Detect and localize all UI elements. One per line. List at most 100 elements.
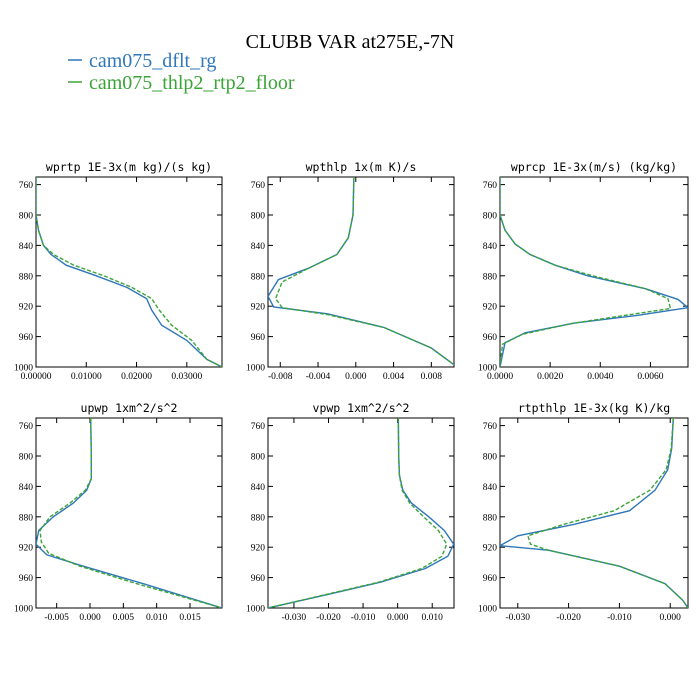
- y-tick-label-5-3: 880: [483, 513, 498, 523]
- y-tick-label-4-1: 800: [251, 453, 266, 463]
- y-tick-label-5-6: 1000: [478, 605, 497, 615]
- x-tick-label-5-2: -0.010: [607, 613, 632, 623]
- plot-frame-1: [267, 176, 455, 368]
- y-tick-label-2-6: 1000: [478, 364, 497, 374]
- y-tick-label-5-0: 760: [483, 422, 498, 432]
- x-tick-label-1-2: 0.000: [345, 372, 367, 382]
- y-tick-label-4-3: 880: [251, 513, 266, 523]
- x-tick-label-4-0: -0.030: [282, 613, 307, 623]
- x-tick-label-2-0: 0.0000: [487, 372, 513, 382]
- y-tick-label-0-5: 960: [19, 333, 34, 343]
- legend: cam075_dflt_rg cam075_thlp2_rtp2_floor: [68, 50, 295, 94]
- x-tick-label-4-2: -0.010: [351, 613, 376, 623]
- y-tick-label-3-2: 840: [19, 483, 34, 493]
- x-tick-label-1-0: -0.008: [268, 372, 293, 382]
- y-tick-label-4-5: 960: [251, 574, 266, 584]
- legend-entry-0: cam075_dflt_rg: [68, 50, 216, 72]
- series-line-5-1: [527, 418, 688, 608]
- plot-frame-5: [499, 417, 689, 609]
- series-line-2-1: [500, 177, 672, 367]
- y-tick-label-1-0: 760: [251, 181, 266, 191]
- y-tick-label-0-0: 760: [19, 181, 34, 191]
- plot-frame-3: [35, 417, 223, 609]
- y-tick-label-2-4: 920: [483, 303, 498, 313]
- y-tick-label-1-2: 840: [251, 242, 266, 252]
- y-tick-label-3-5: 960: [19, 574, 34, 584]
- x-tick-label-2-2: 0.0040: [587, 372, 613, 382]
- x-tick-label-0-1: 0.01000: [71, 372, 102, 382]
- x-tick-label-4-1: -0.020: [316, 613, 341, 623]
- x-tick-label-3-4: 0.015: [179, 613, 201, 623]
- x-tick-label-4-3: 0.000: [387, 613, 409, 623]
- x-tick-label-1-1: -0.004: [306, 372, 331, 382]
- panel-title-2: wprcp 1E-3x(m/s) (kg/kg): [511, 160, 677, 174]
- panel-title-1: wpthlp 1x(m K)/s: [306, 160, 417, 174]
- y-tick-label-1-5: 960: [251, 333, 266, 343]
- y-tick-label-1-3: 880: [251, 272, 266, 282]
- x-tick-label-5-1: -0.020: [556, 613, 581, 623]
- x-tick-label-3-2: 0.005: [113, 613, 135, 623]
- panel-title-4: vpwp 1xm^2/s^2: [313, 401, 410, 415]
- x-tick-label-1-4: 0.008: [421, 372, 443, 382]
- y-tick-label-5-2: 840: [483, 483, 498, 493]
- y-tick-label-4-2: 840: [251, 483, 266, 493]
- x-tick-label-2-1: 0.0020: [537, 372, 563, 382]
- y-tick-label-3-3: 880: [19, 513, 34, 523]
- y-tick-label-0-2: 840: [19, 242, 34, 252]
- legend-entry-1: cam075_thlp2_rtp2_floor: [68, 72, 295, 94]
- y-tick-label-0-6: 1000: [14, 364, 33, 374]
- x-tick-label-0-2: 0.02000: [121, 372, 152, 382]
- x-tick-label-1-3: 0.004: [383, 372, 405, 382]
- x-tick-label-4-4: 0.010: [422, 613, 444, 623]
- series-line-4-1: [268, 418, 448, 608]
- legend-label-0: cam075_dflt_rg: [89, 50, 216, 72]
- y-tick-label-4-6: 1000: [246, 605, 265, 615]
- series-line-0-1: [36, 177, 222, 367]
- plot-frame-4: [267, 417, 455, 609]
- panel-title-5: rtpthlp 1E-3x(kg K)/kg: [518, 401, 670, 415]
- series-line-3-1: [39, 418, 222, 608]
- series-line-2-0: [500, 177, 688, 367]
- y-tick-label-1-4: 920: [251, 303, 266, 313]
- y-tick-label-4-4: 920: [251, 544, 266, 554]
- panel-title-3: upwp 1xm^2/s^2: [81, 401, 178, 415]
- y-tick-label-0-4: 920: [19, 303, 34, 313]
- x-tick-label-0-0: 0.00000: [21, 372, 52, 382]
- y-tick-label-3-1: 800: [19, 453, 34, 463]
- x-tick-label-5-3: 0.000: [660, 613, 682, 623]
- series-line-5-0: [500, 418, 688, 608]
- series-line-4-0: [268, 418, 454, 608]
- panel-1: wpthlp 1x(m K)/s7608008408809209601000-0…: [246, 160, 455, 382]
- panel-3: upwp 1xm^2/s^2 760 800 840 880 920 960 1000 -0.0…: [14, 401, 223, 623]
- y-tick-label-3-0: 760: [19, 422, 34, 432]
- x-tick-label-0-3: 0.03000: [171, 372, 202, 382]
- plot-frame-0: [35, 176, 223, 368]
- x-tick-label-3-1: 0.000: [79, 613, 101, 623]
- y-tick-label-2-0: 760: [483, 181, 498, 191]
- y-tick-label-5-4: 920: [483, 544, 498, 554]
- y-tick-label-2-1: 800: [483, 212, 498, 222]
- y-tick-label-1-1: 800: [251, 212, 266, 222]
- panel-0: wprtp 1E-3x(m kg)/(s kg) 760 800 840 880 920 9…: [14, 160, 223, 382]
- x-tick-label-5-0: -0.030: [506, 613, 531, 623]
- x-tick-label-3-0: -0.005: [44, 613, 69, 623]
- x-tick-label-2-3: 0.0060: [637, 372, 663, 382]
- panel-2: wprcp 1E-3x(m/s) (kg/kg) 760 800 840 880 920 9…: [478, 160, 689, 382]
- panel-title-0: wprtp 1E-3x(m kg)/(s kg): [46, 160, 212, 174]
- y-tick-label-5-5: 960: [483, 574, 498, 584]
- series-line-3-0: [36, 418, 222, 608]
- panel-5: rtpthlp 1E-3x(kg K)/kg 760 800 840 880 920 960…: [478, 401, 689, 623]
- y-tick-label-2-3: 880: [483, 272, 498, 282]
- y-tick-label-0-1: 800: [19, 212, 34, 222]
- y-tick-label-2-2: 840: [483, 242, 498, 252]
- y-tick-label-2-5: 960: [483, 333, 498, 343]
- y-tick-label-4-0: 760: [251, 422, 266, 432]
- plot-frame-2: [499, 176, 689, 368]
- legend-label-1: cam075_thlp2_rtp2_floor: [89, 72, 295, 94]
- series-line-1-0: [268, 177, 454, 366]
- y-tick-label-3-4: 920: [19, 544, 34, 554]
- panels: wprtp 1E-3x(m kg)/(s kg) 760 800 840 880 920 9…: [14, 160, 689, 623]
- y-tick-label-3-6: 1000: [14, 605, 33, 615]
- figure-title: CLUBB VAR at275E,-7N: [246, 31, 455, 53]
